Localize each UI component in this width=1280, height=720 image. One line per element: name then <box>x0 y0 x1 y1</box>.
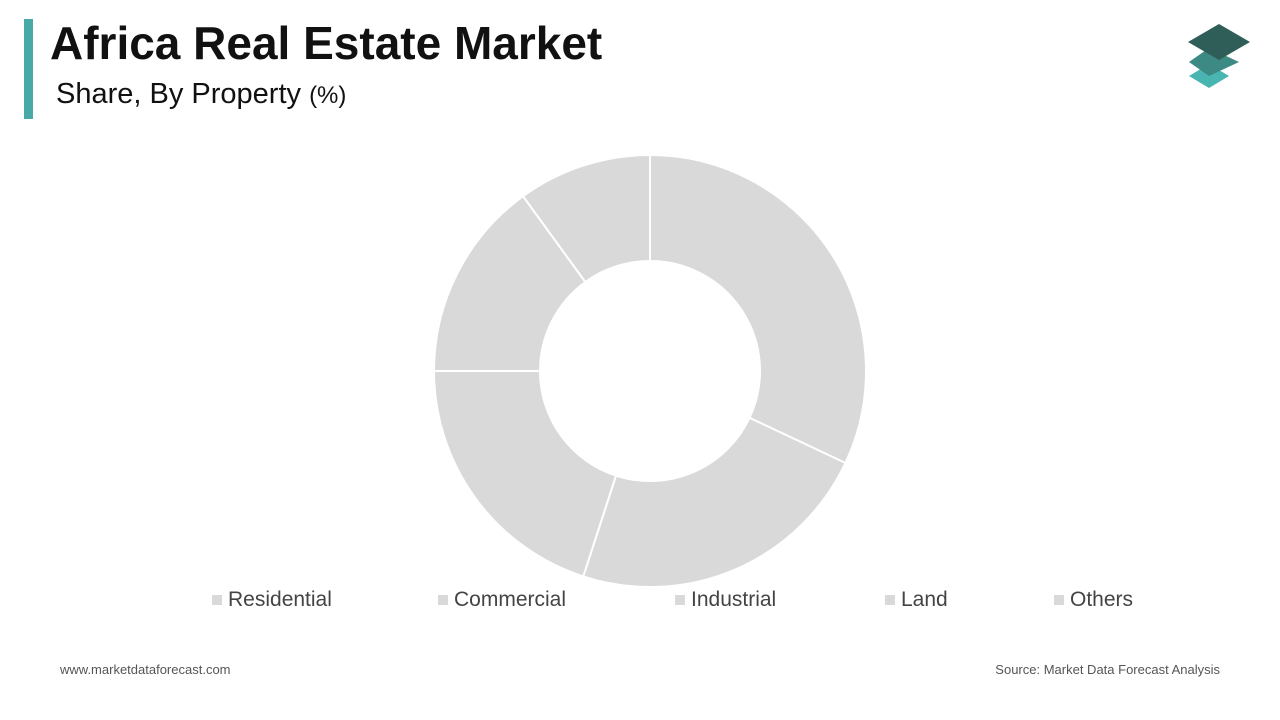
page-title: Africa Real Estate Market <box>50 17 603 69</box>
legend-item-industrial: Industrial <box>675 588 776 612</box>
legend-item-commercial: Commercial <box>438 588 566 612</box>
subtitle-unit: (%) <box>309 82 347 109</box>
footer-source: Source: Market Data Forecast Analysis <box>995 662 1220 677</box>
legend-label: Others <box>1070 588 1134 611</box>
subtitle-text: Share, By Property <box>56 78 301 110</box>
donut-chart <box>432 153 867 588</box>
title-accent-bar <box>24 19 33 119</box>
logo-layer-top <box>1188 24 1250 60</box>
layered-stack-icon <box>1188 24 1250 88</box>
legend-swatch <box>1054 595 1064 605</box>
legend-swatch <box>675 595 685 605</box>
legend-item-land: Land <box>885 588 948 612</box>
slice-others <box>521 153 651 284</box>
logo-layer-middle <box>1189 48 1239 76</box>
legend-item-others: Others <box>1054 588 1133 612</box>
chart-legend: Residential Commercial Industrial Land Other… <box>0 588 1280 616</box>
slice-commercial <box>581 416 847 588</box>
legend-label: Residential <box>228 588 332 611</box>
legend-swatch <box>438 595 448 605</box>
legend-label: Industrial <box>691 588 777 611</box>
legend-swatch <box>212 595 222 605</box>
slice-industrial <box>432 370 618 578</box>
legend-swatch <box>885 595 895 605</box>
footer-website: www.marketdataforecast.com <box>60 662 231 677</box>
legend-label: Commercial <box>454 588 567 611</box>
legend-label: Land <box>901 588 948 611</box>
legend-item-residential: Residential <box>212 588 332 612</box>
slice-land <box>432 194 587 372</box>
page-subtitle: Share, By Property (%) <box>56 78 346 111</box>
slice-residential <box>649 153 867 465</box>
